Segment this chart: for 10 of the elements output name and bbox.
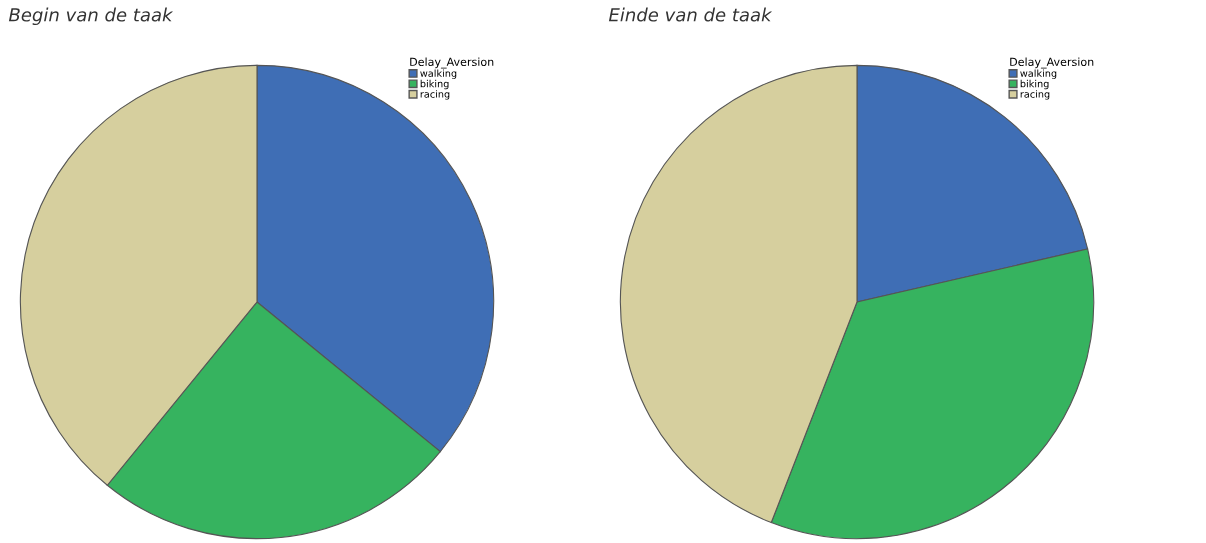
legend-label: racing (1020, 90, 1050, 100)
legend-label: biking (1020, 79, 1049, 90)
legend-label: walking (420, 69, 457, 79)
legend-title: Delay_Aversion (410, 57, 494, 69)
chart-title: Einde van de taak (608, 7, 773, 22)
legend-label: walking (1020, 69, 1057, 79)
legend-title: Delay_Aversion (1010, 57, 1094, 69)
chart-title: Begin van de taak (8, 7, 174, 26)
legend-label: racing (420, 90, 450, 100)
legend-label: biking (420, 79, 449, 90)
